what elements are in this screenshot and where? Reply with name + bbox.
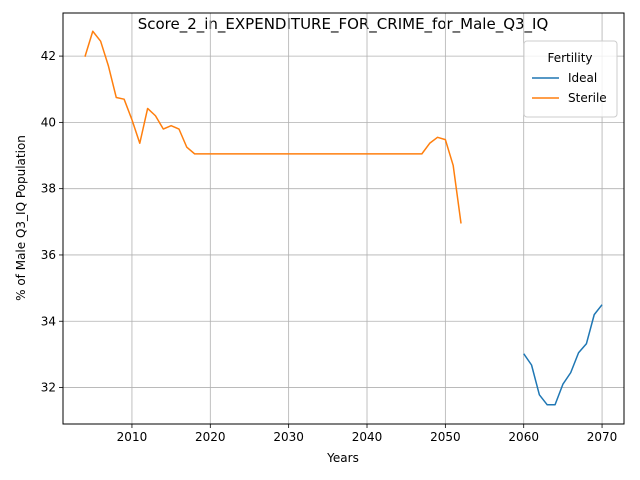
x-tick-label: 2040 xyxy=(352,430,383,444)
y-tick-label: 32 xyxy=(41,381,56,395)
x-tick-label: 2020 xyxy=(195,430,226,444)
y-axis-label: % of Male Q3_IQ Population xyxy=(14,135,28,301)
series-line-sterile xyxy=(84,30,462,224)
x-tick-label: 2010 xyxy=(117,430,148,444)
series-line-ideal xyxy=(523,304,603,406)
legend-label-sterile: Sterile xyxy=(568,91,607,105)
x-tick-label: 2070 xyxy=(587,430,618,444)
x-tick-label: 2050 xyxy=(430,430,461,444)
x-tick-label: 2060 xyxy=(508,430,539,444)
legend-title: Fertility xyxy=(547,51,592,65)
y-tick-label: 36 xyxy=(41,248,56,262)
x-tick-label: 2030 xyxy=(273,430,304,444)
y-tick-label: 42 xyxy=(41,49,56,63)
legend: Fertility Ideal Sterile xyxy=(523,40,618,118)
legend-label-ideal: Ideal xyxy=(568,71,597,85)
y-tick-label: 38 xyxy=(41,182,56,196)
chart-title: Score_2_in_EXPENDITURE_FOR_CRIME_for_Mal… xyxy=(138,15,549,34)
y-tick-label: 40 xyxy=(41,115,56,129)
plot-frame xyxy=(62,12,625,425)
x-axis-label: Years xyxy=(326,451,359,465)
axis-ticks: 2010 2020 2030 2040 2050 2060 2070 32 34 36 38 40 42 xyxy=(41,49,618,444)
y-tick-label: 34 xyxy=(41,314,56,328)
series-lines xyxy=(84,30,603,406)
